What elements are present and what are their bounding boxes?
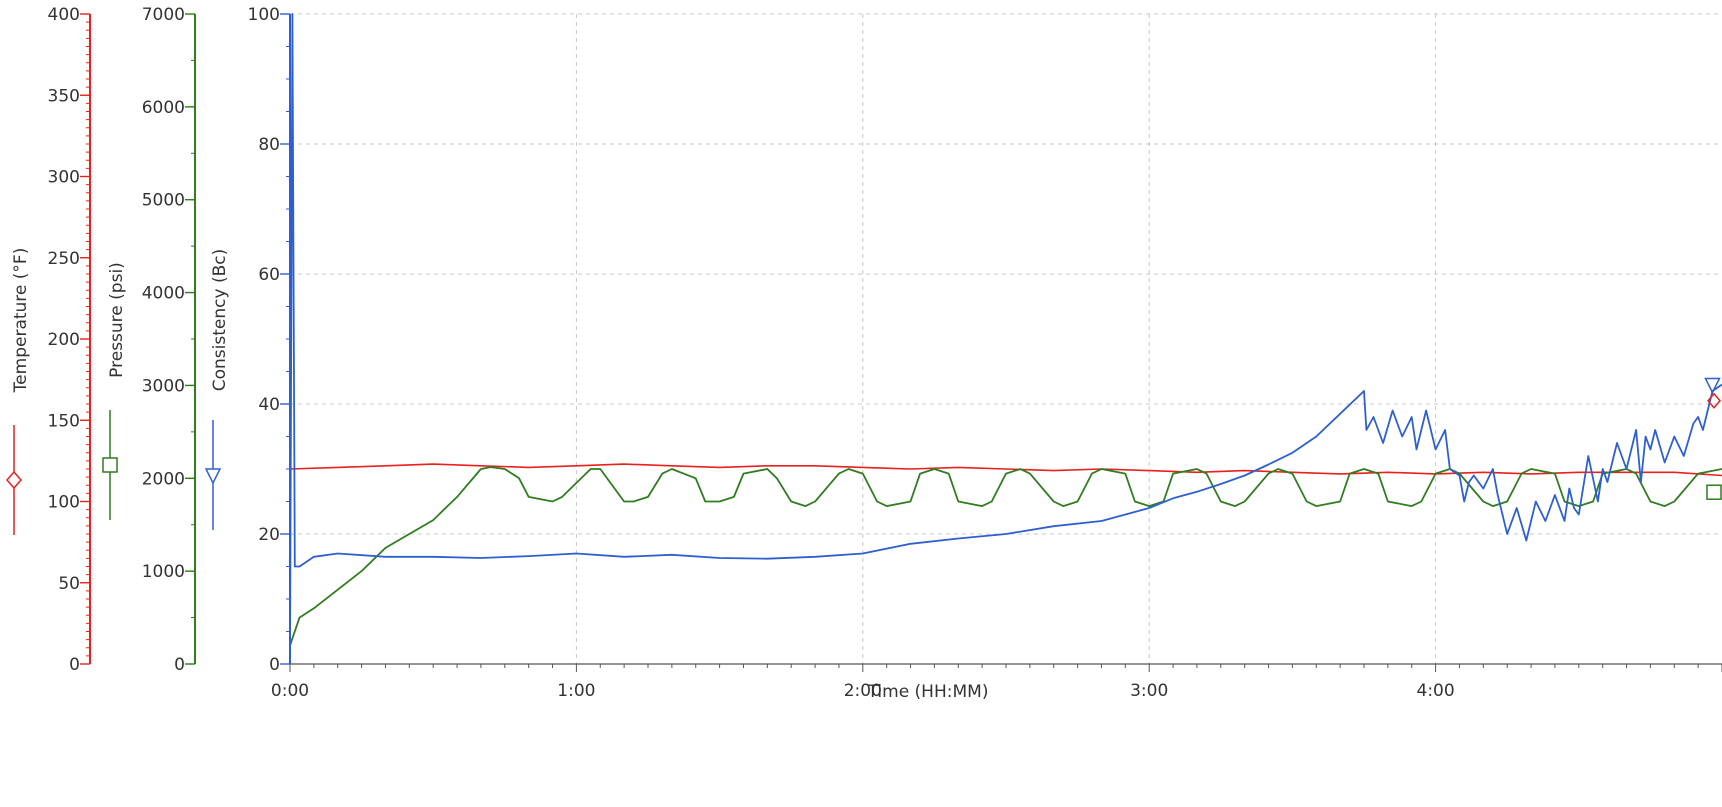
x-tick-label: 0:00 bbox=[271, 681, 309, 701]
pressure-tick-label: 4000 bbox=[142, 284, 185, 304]
temperature-tick-label: 350 bbox=[48, 86, 80, 106]
pressure-tick-label: 6000 bbox=[142, 98, 185, 118]
pressure-axis: 0 1000 2000 3000 4000 5000 6000 7000 Pressure (p… bbox=[102, 5, 196, 675]
consistency-tick-label: 100 bbox=[248, 5, 280, 25]
temperature-tick-label: 50 bbox=[58, 574, 80, 594]
pressure-tick-label: 0 bbox=[174, 655, 185, 675]
series bbox=[289, 13, 1722, 665]
markers bbox=[1704, 377, 1722, 500]
temperature-end-marker bbox=[1707, 392, 1721, 409]
temperature-axis-title: Temperature (°F) bbox=[11, 248, 31, 394]
triangle-marker-icon bbox=[204, 468, 222, 485]
x-tick-label: 2:00 bbox=[844, 681, 882, 701]
pressure-tick-label: 3000 bbox=[142, 376, 185, 396]
temperature-axis: 0 50 100 150 200 250 300 350 400 Temperature (°F) bbox=[6, 5, 91, 675]
x-tick-label: 4:00 bbox=[1417, 681, 1455, 701]
square-marker-icon bbox=[102, 457, 118, 473]
pressure-tick-label: 1000 bbox=[142, 562, 185, 582]
temperature-tick-label: 300 bbox=[48, 168, 80, 188]
pressure-tick-label: 7000 bbox=[142, 5, 185, 25]
consistency-axis-title: Consistency (Bc) bbox=[210, 249, 230, 391]
consistency-tick-label: 20 bbox=[258, 525, 280, 545]
temperature-tick-label: 250 bbox=[48, 249, 80, 269]
pressure-axis-title: Pressure (psi) bbox=[107, 262, 127, 378]
pressure-end-marker bbox=[1706, 484, 1722, 500]
diamond-marker-icon bbox=[6, 470, 22, 490]
pressure-series-line bbox=[289, 466, 1722, 646]
x-tick-label: 3:00 bbox=[1130, 681, 1168, 701]
consistency-axis: 0 20 40 60 80 100 Consistency (Bc) bbox=[204, 5, 291, 675]
consistency-tick-label: 40 bbox=[258, 395, 280, 415]
temperature-series-line bbox=[289, 463, 1722, 477]
x-tick-label: 1:00 bbox=[557, 681, 595, 701]
temperature-tick-label: 400 bbox=[48, 5, 80, 25]
consistency-tick-label: 0 bbox=[269, 655, 280, 675]
grid bbox=[290, 13, 1722, 664]
pressure-tick-label: 5000 bbox=[142, 191, 185, 211]
temperature-tick-label: 0 bbox=[69, 655, 80, 675]
consistency-tick-label: 60 bbox=[258, 265, 280, 285]
temperature-tick-label: 100 bbox=[48, 493, 80, 513]
consistency-tick-label: 80 bbox=[258, 135, 280, 155]
temperature-tick-label: 150 bbox=[48, 411, 80, 431]
temperature-tick-label: 200 bbox=[48, 330, 80, 350]
pressure-tick-label: 2000 bbox=[142, 469, 185, 489]
consistency-series-line bbox=[289, 13, 1722, 665]
consistency-end-marker bbox=[1704, 377, 1721, 395]
x-axis-title: Time (HH:MM) bbox=[867, 682, 989, 702]
axes: 0:00 1:00 2:00 3:00 4:00 Time (HH:MM) 0 50 100 15… bbox=[6, 5, 1722, 702]
